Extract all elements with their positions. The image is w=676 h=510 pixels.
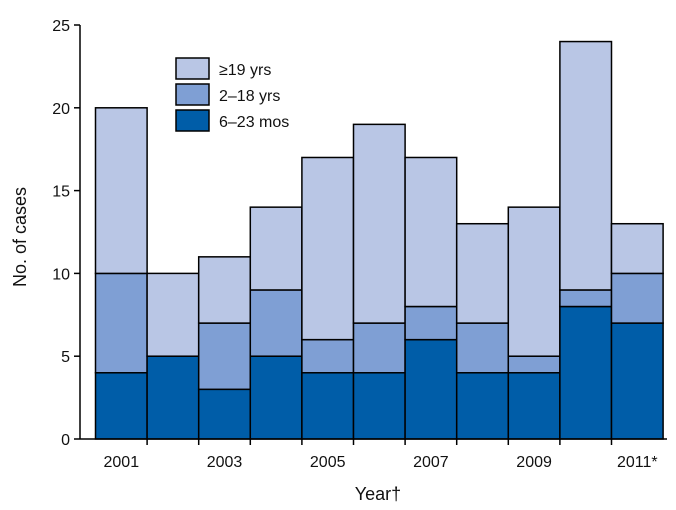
bar-segment — [507, 372, 561, 440]
x-tick-label: 2003 — [207, 454, 243, 471]
bar-segment — [94, 107, 148, 275]
legend-label: 6–23 mos — [219, 114, 289, 131]
bar-segment — [301, 338, 355, 374]
bar-segment — [352, 322, 406, 374]
x-axis-ticks: 2001 2003 2005 2007 2009 2011* — [104, 439, 658, 471]
bar-segment — [455, 222, 510, 324]
bar-segment — [610, 222, 664, 275]
bar-segment — [249, 355, 303, 440]
legend-label: ≥19 yrs — [219, 62, 271, 79]
bar-segment — [559, 305, 613, 440]
y-tick-label: 15 — [52, 184, 70, 201]
y-axis-title: No. of cases — [10, 187, 30, 287]
bar-segment — [455, 322, 510, 374]
bar-segment — [507, 355, 561, 374]
bar-segment — [352, 372, 406, 440]
bar-segment — [559, 289, 613, 308]
x-tick-label: 2007 — [413, 454, 449, 471]
legend-swatch — [175, 109, 210, 132]
bars-group — [94, 40, 664, 440]
legend-swatch — [175, 57, 210, 80]
legend-label: 2–18 yrs — [219, 88, 280, 105]
x-tick-label: 2005 — [310, 454, 346, 471]
bar-segment — [610, 272, 664, 324]
bar-segment — [507, 206, 561, 357]
bar-segment — [94, 272, 148, 374]
bar-segment — [404, 305, 458, 341]
y-tick-label: 20 — [52, 101, 70, 118]
bar-segment — [404, 338, 458, 440]
bar-segment — [197, 256, 252, 324]
x-tick-label: 2011* — [617, 454, 658, 471]
y-tick-label: 25 — [52, 18, 70, 35]
bar-segment — [455, 372, 510, 440]
bar-segment — [352, 123, 406, 324]
y-tick-label: 0 — [61, 432, 70, 449]
x-tick-label: 2001 — [104, 454, 140, 471]
y-tick-label: 10 — [52, 266, 70, 283]
y-axis-ticks: 0 5 10 15 20 25 — [52, 18, 80, 449]
bar-segment — [197, 322, 252, 391]
x-axis-title: Year† — [355, 484, 401, 504]
bar-segment — [301, 372, 355, 440]
legend-swatch — [175, 83, 210, 106]
bar-segment — [559, 40, 613, 291]
bar-segment — [249, 206, 303, 291]
x-tick-label: 2009 — [516, 454, 552, 471]
bar-segment — [404, 156, 458, 308]
bar-segment — [146, 272, 200, 357]
bar-segment — [249, 289, 303, 357]
bar-segment — [301, 156, 355, 341]
bar-segment — [197, 388, 252, 440]
bar-segment — [610, 322, 664, 440]
bar-segment — [94, 372, 148, 440]
legend: ≥19 yrs 2–18 yrs 6–23 mos — [175, 57, 289, 132]
y-tick-label: 5 — [61, 349, 70, 366]
bar-segment — [146, 355, 200, 440]
